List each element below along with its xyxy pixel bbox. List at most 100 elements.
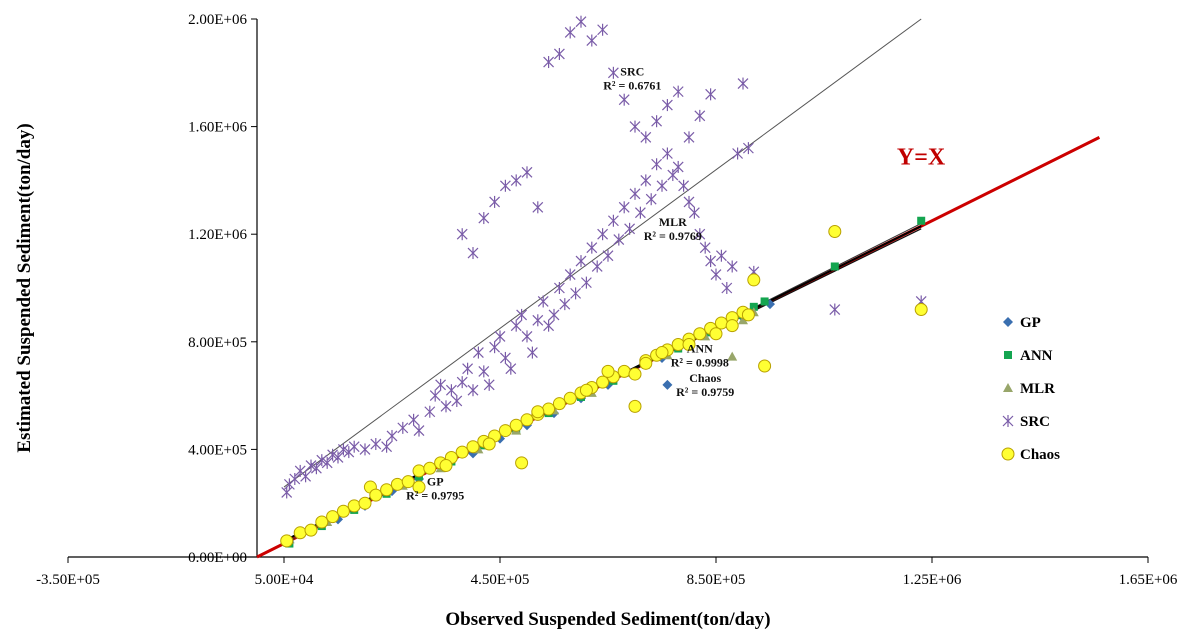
annotation-src: SRC [620,64,644,78]
src-point [337,443,349,456]
src-point [499,351,511,364]
src-point [651,158,663,171]
chaos-point [709,327,723,341]
src-point [451,394,463,407]
src-point [348,440,360,453]
src-point [715,249,727,262]
src-point [559,298,571,311]
chaos-point [531,405,545,419]
src-point [580,276,592,289]
src-point [629,187,641,200]
src-point [602,249,614,262]
x-tick-label: 1.65E+06 [1119,572,1178,588]
chaos-point [369,488,383,502]
src-point [462,362,474,375]
src-point [435,378,447,391]
chaos-point [693,327,707,341]
ann-point [749,302,758,311]
annotation-chaos: Chaos [689,371,721,385]
src-point [505,362,517,375]
chaos-point [304,523,318,537]
chaos-point [714,316,728,330]
src-point [510,174,522,187]
src-point [607,214,619,227]
src-point [543,56,555,69]
src-point [543,319,555,332]
annotation-ann: ANN [687,342,713,356]
src-point [607,66,619,79]
chaos-point [542,402,556,416]
chaos-point [412,464,426,478]
chaos-point [601,364,615,378]
legend-label-mlr: MLR [1020,381,1055,397]
src-point [672,85,684,98]
legend-marker-src [1002,415,1014,427]
src-point [737,77,749,90]
mlr-point [738,315,748,325]
chaos-point [628,399,642,413]
src-point [553,282,565,294]
src-point [305,459,317,472]
chaos-point [671,337,685,351]
legend-marker-mlr [1003,383,1013,392]
annotation-mlr: R² = 0.9769 [644,229,702,243]
src-point [688,206,700,219]
chaos-point [315,515,329,529]
src-point [640,174,652,187]
src-point [618,93,630,106]
src-point [489,341,501,354]
annotation-chaos: R² = 0.9759 [676,385,734,399]
x-tick-label: 5.00E+04 [255,572,314,588]
src-point [316,454,328,467]
src-point [661,147,673,160]
src-point [597,228,609,241]
src-point [694,228,706,241]
data-points [280,15,928,548]
chaos-point [423,461,437,475]
chaos-point [358,496,372,510]
legend-marker-ann [1004,351,1012,359]
chaos-point [563,391,577,405]
src-point [489,195,501,208]
chaos-point [336,504,350,518]
x-tick-label: 8.50E+05 [687,572,746,588]
chaos-point [509,418,523,432]
src-point [705,255,717,268]
x-tick-label: 4.50E+05 [471,572,530,588]
src-point [721,282,733,294]
chaos-point [520,413,534,427]
mlr-point [727,351,738,361]
src-point [386,429,398,442]
chaos-point [617,364,631,378]
y-tick-label: 1.60E+06 [188,120,247,136]
chaos-point [639,356,653,370]
src-point [467,384,479,397]
src-point [332,451,344,464]
chaos-point [682,337,696,351]
y-tick-label: 0.00E+00 [188,550,247,566]
src-point [683,195,695,208]
src-point [667,169,679,182]
src-point [537,295,549,308]
src-point [656,179,668,192]
chaos-point [466,440,480,454]
src-point [742,142,754,155]
trendline-src [283,18,922,488]
y-tick-label: 4.00E+05 [188,442,247,458]
annotation-mlr: MLR [659,215,687,229]
chaos-point [725,319,739,333]
src-point [672,160,684,173]
src-point [532,314,544,327]
src-point [310,462,322,475]
src-point [327,448,339,461]
src-point [397,421,409,434]
src-point [618,201,630,214]
src-point [456,228,468,241]
src-point [381,440,393,453]
src-point [640,131,652,144]
y-tick-label: 1.20E+06 [188,227,247,243]
annotation-ann: R² = 0.9998 [671,356,729,370]
y-axis-title: Estimated Suspended Sediment(ton/day) [14,123,35,452]
